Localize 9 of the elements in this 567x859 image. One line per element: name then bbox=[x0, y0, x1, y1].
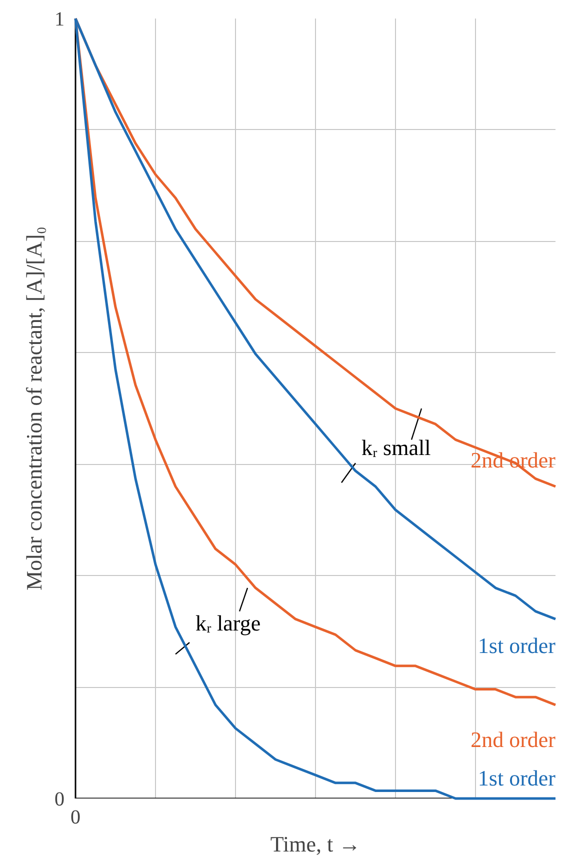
annotation: kᵣ small bbox=[362, 435, 431, 460]
series-label: 2nd order bbox=[470, 448, 556, 472]
x-axis-title: Time, t → bbox=[270, 832, 361, 856]
series-label: 1st order bbox=[478, 633, 556, 658]
y-axis-title: Molar concentration of reactant, [A]/[A]₀ bbox=[22, 226, 46, 590]
series-label: 2nd order bbox=[470, 726, 556, 752]
annotation: kᵣ large bbox=[196, 610, 261, 636]
series-label: 1st order bbox=[478, 766, 556, 790]
y-tick-label: 1 bbox=[54, 8, 64, 30]
